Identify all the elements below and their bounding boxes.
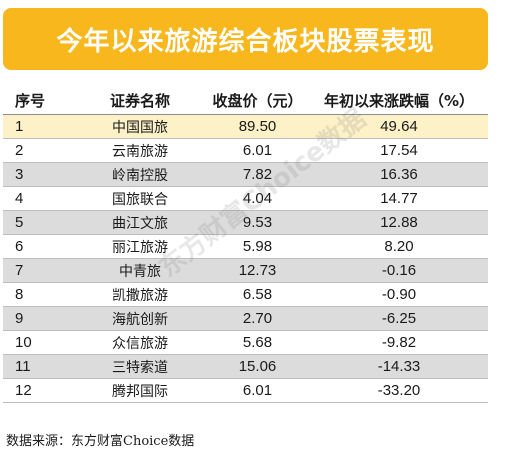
- row-change: -0.16: [381, 262, 417, 279]
- row-change: 49.64: [380, 118, 418, 135]
- row-name: 国旅联合: [112, 191, 168, 208]
- row-change: 14.77: [380, 190, 418, 207]
- row-index: 1: [15, 118, 24, 135]
- row-name: 三特索道: [112, 359, 168, 376]
- table-row: 12 腾邦国际 6.01 -33.20: [3, 379, 488, 403]
- header-change: 年初以来涨跌幅（%）: [323, 91, 475, 110]
- data-source-note: 数据来源：东方财富Choice数据: [6, 434, 195, 449]
- title-banner: 今年以来旅游综合板块股票表现: [3, 8, 488, 70]
- row-index: 6: [15, 238, 24, 255]
- row-name: 腾邦国际: [112, 383, 168, 400]
- row-price: 9.53: [242, 214, 273, 231]
- row-name: 云南旅游: [112, 143, 168, 160]
- table-row: 7 中青旅 12.73 -0.16: [3, 259, 488, 283]
- table-header-row: 序号 证券名称 收盘价（元） 年初以来涨跌幅（%）: [3, 86, 488, 115]
- row-name: 中青旅: [119, 263, 161, 280]
- row-index: 2: [15, 142, 24, 159]
- table-row: 9 海航创新 2.70 -6.25: [3, 307, 488, 331]
- row-index: 5: [15, 214, 24, 231]
- table-row: 11 三特索道 15.06 -14.33: [3, 355, 488, 379]
- row-change: 16.36: [380, 166, 418, 183]
- row-price: 89.50: [238, 118, 277, 135]
- row-change: -6.25: [381, 310, 417, 327]
- row-name: 曲江文旅: [112, 215, 168, 232]
- row-name: 岭南控股: [112, 167, 168, 184]
- row-name: 海航创新: [112, 311, 168, 328]
- row-change: -14.33: [377, 358, 421, 375]
- row-index: 4: [15, 190, 24, 207]
- table-row: 6 丽江旅游 5.98 8.20: [3, 235, 488, 259]
- table-row: 10 众信旅游 5.68 -9.82: [3, 331, 488, 355]
- page-title: 今年以来旅游综合板块股票表现: [56, 26, 435, 57]
- row-index: 9: [15, 310, 24, 327]
- row-price: 15.06: [238, 358, 277, 375]
- row-index: 12: [15, 382, 32, 399]
- row-index: 11: [15, 358, 31, 375]
- row-price: 5.68: [242, 334, 273, 351]
- row-change: -0.90: [381, 286, 417, 303]
- row-name: 丽江旅游: [112, 239, 168, 256]
- stock-table: 序号 证券名称 收盘价（元） 年初以来涨跌幅（%） 1 中国国旅 89.50 4…: [3, 86, 488, 403]
- table-row: 1 中国国旅 89.50 49.64: [3, 115, 488, 139]
- table-row: 8 凯撒旅游 6.58 -0.90: [3, 283, 488, 307]
- row-change: 12.88: [380, 214, 418, 231]
- row-change: 17.54: [380, 142, 418, 159]
- table-row: 2 云南旅游 6.01 17.54: [3, 139, 488, 163]
- table-row: 4 国旅联合 4.04 14.77: [3, 187, 488, 211]
- row-price: 2.70: [242, 310, 273, 327]
- header-index: 序号: [15, 91, 46, 110]
- row-name: 中国国旅: [112, 119, 168, 136]
- table-row: 5 曲江文旅 9.53 12.88: [3, 211, 488, 235]
- row-name: 凯撒旅游: [112, 287, 168, 304]
- row-index: 7: [15, 262, 24, 279]
- header-price: 收盘价（元）: [212, 91, 303, 110]
- row-price: 4.04: [242, 190, 273, 207]
- row-price: 6.58: [242, 286, 273, 303]
- row-change: -9.82: [381, 334, 417, 351]
- row-price: 6.01: [242, 382, 273, 399]
- row-price: 5.98: [242, 238, 273, 255]
- row-index: 3: [15, 166, 24, 183]
- row-price: 6.01: [242, 142, 273, 159]
- row-change: -33.20: [377, 382, 421, 399]
- row-price: 12.73: [238, 262, 277, 279]
- row-change: 8.20: [384, 238, 414, 255]
- row-name: 众信旅游: [112, 335, 168, 352]
- row-index: 10: [15, 334, 32, 351]
- row-price: 7.82: [242, 166, 273, 183]
- header-name: 证券名称: [109, 91, 170, 110]
- table-row: 3 岭南控股 7.82 16.36: [3, 163, 488, 187]
- row-index: 8: [15, 286, 24, 303]
